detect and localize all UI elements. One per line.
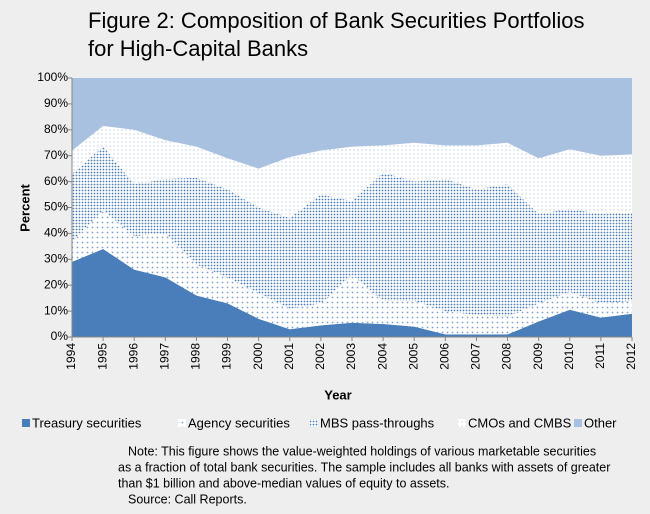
note-line: than $1 billion and above-median values … <box>118 476 449 490</box>
x-tick-label: 2012 <box>624 343 638 370</box>
area <box>72 210 632 335</box>
x-tick-label: 2011 <box>593 343 607 369</box>
y-axis-title: Percent <box>17 183 32 231</box>
chart-title: for High-Capital Banks <box>88 36 308 61</box>
x-tick-label: 2005 <box>406 343 420 370</box>
legend-label: Other <box>584 415 617 430</box>
x-tick-label: 2000 <box>251 343 265 370</box>
y-tick-label: 100% <box>37 70 68 84</box>
x-tick-label: 1996 <box>126 343 140 370</box>
note-line: Note: This figure shows the value-weight… <box>128 444 596 458</box>
note-line: as a fraction of total bank securities. … <box>118 460 610 474</box>
note-line: Source: Call Reports. <box>128 492 247 506</box>
x-tick-label: 2007 <box>469 343 483 370</box>
x-tick-label: 1998 <box>189 343 203 370</box>
legend-label: Agency securities <box>188 415 290 430</box>
legend-swatch <box>22 419 30 427</box>
x-tick-label: 2001 <box>282 343 296 370</box>
x-tick-label: 2008 <box>500 343 514 370</box>
x-tick-label: 2010 <box>562 343 576 370</box>
legend-label: Treasury securities <box>32 415 142 430</box>
legend-label: MBS pass-throughs <box>320 415 435 430</box>
y-tick-label: 30% <box>44 251 68 265</box>
x-tick-label: 1994 <box>64 343 78 370</box>
y-tick-label: 60% <box>44 174 68 188</box>
x-tick-label: 2003 <box>344 343 358 370</box>
legend-swatch <box>458 419 466 427</box>
legend-label: CMOs and CMBS <box>468 415 572 430</box>
legend-swatch <box>178 419 186 427</box>
x-tick-label: 2006 <box>438 343 452 370</box>
y-tick-label: 20% <box>44 277 68 291</box>
y-tick-label: 80% <box>44 122 68 136</box>
x-axis-title: Year <box>324 387 351 402</box>
y-tick-label: 50% <box>44 200 68 214</box>
chart-title: Figure 2: Composition of Bank Securities… <box>88 8 584 33</box>
y-tick-label: 0% <box>51 329 69 343</box>
area <box>72 78 632 169</box>
x-tick-label: 2004 <box>375 343 389 370</box>
x-tick-label: 1995 <box>95 343 109 370</box>
y-tick-label: 10% <box>44 303 68 317</box>
y-tick-label: 70% <box>44 148 68 162</box>
x-tick-label: 1997 <box>158 343 172 370</box>
area <box>72 146 632 317</box>
y-tick-label: 40% <box>44 226 68 240</box>
area <box>72 125 632 218</box>
legend-swatch <box>310 419 318 427</box>
x-tick-label: 2009 <box>531 343 545 370</box>
x-tick-label: 1999 <box>220 343 234 370</box>
x-tick-label: 2002 <box>313 343 327 370</box>
area <box>72 248 632 337</box>
legend-swatch <box>574 419 582 427</box>
y-tick-label: 90% <box>44 96 68 110</box>
